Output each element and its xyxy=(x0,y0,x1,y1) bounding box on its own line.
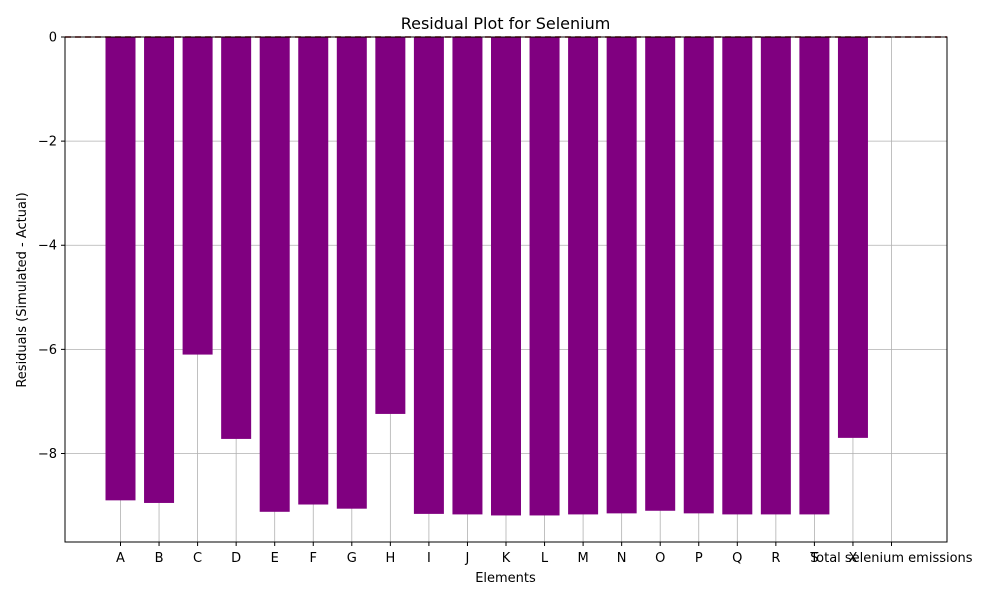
y-axis-label: Residuals (Simulated - Actual) xyxy=(15,192,30,387)
y-tick-label-0: 0 xyxy=(49,31,57,46)
bar-c xyxy=(182,37,213,355)
bar-s xyxy=(799,37,830,515)
bar-j xyxy=(452,37,483,515)
x-tick-label-8: I xyxy=(427,551,431,566)
x-tick-label-15: P xyxy=(695,551,703,566)
y-axis-ticks: 0 −2 −4 −6 −8 xyxy=(38,31,65,462)
x-tick-label-4: E xyxy=(271,551,279,566)
x-tick-label-13: N xyxy=(617,551,627,566)
x-axis-label: Elements xyxy=(475,571,536,586)
y-tick-label-1: −2 xyxy=(38,135,57,150)
x-tick-label-1: B xyxy=(155,551,164,566)
x-tick-label-7: H xyxy=(385,551,395,566)
bar-r xyxy=(760,37,791,515)
x-tick-label-14: O xyxy=(655,551,665,566)
y-tick-label-2: −4 xyxy=(38,239,57,254)
bar-q xyxy=(722,37,753,515)
x-tick-label-17: R xyxy=(771,551,780,566)
bar-a xyxy=(105,37,136,501)
x-tick-label-3: D xyxy=(231,551,241,566)
bar-h xyxy=(375,37,406,414)
x-tick-label-11: L xyxy=(541,551,549,566)
x-tick-label-10: K xyxy=(502,551,511,566)
bar-n xyxy=(606,37,637,514)
bar-k xyxy=(491,37,521,516)
bar-f xyxy=(298,37,329,505)
x-tick-label-19: X xyxy=(848,551,857,566)
x-tick-label-18: S xyxy=(810,551,818,566)
bar-g xyxy=(336,37,367,509)
bar-i xyxy=(413,37,444,514)
bars xyxy=(105,37,868,516)
x-tick-label-9: J xyxy=(465,551,470,566)
bar-l xyxy=(529,37,560,516)
bar-e xyxy=(259,37,290,512)
bar-d xyxy=(221,37,252,439)
x-tick-label-6: G xyxy=(347,551,357,566)
bar-m xyxy=(568,37,599,515)
bar-o xyxy=(645,37,676,511)
y-tick-label-4: −8 xyxy=(38,447,57,462)
chart-title: Residual Plot for Selenium xyxy=(401,14,611,33)
bar-x xyxy=(837,37,868,438)
x-tick-label-0: A xyxy=(116,551,125,566)
x-tick-label-2: C xyxy=(193,551,202,566)
bar-b xyxy=(144,37,175,503)
x-tick-label-20: Total selenium emissions xyxy=(809,551,972,566)
y-tick-label-3: −6 xyxy=(38,343,57,358)
x-tick-label-12: M xyxy=(577,551,588,566)
bar-p xyxy=(683,37,714,514)
x-tick-label-5: F xyxy=(310,551,317,566)
x-tick-label-16: Q xyxy=(732,551,742,566)
